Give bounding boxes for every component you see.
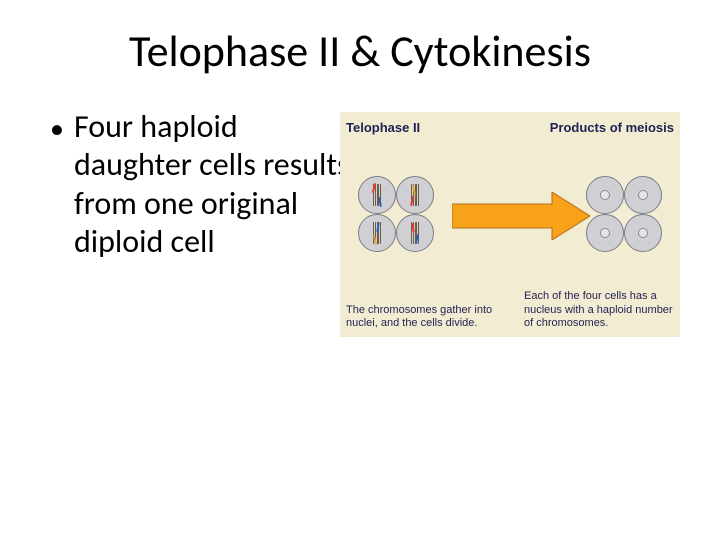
- nucleus-icon: [600, 190, 610, 200]
- caption-right: Each of the four cells has a nucleus wit…: [524, 290, 674, 331]
- nucleus-icon: [638, 190, 648, 200]
- nucleus-icon: [600, 228, 610, 238]
- cell: [396, 214, 434, 252]
- slide-title: Telophase II & Cytokinesis: [0, 0, 720, 78]
- cell: [396, 176, 434, 214]
- cell: [624, 176, 662, 214]
- caption-left: The chromosomes gather into nuclei, and …: [346, 304, 496, 332]
- cell: [624, 214, 662, 252]
- cell: [358, 214, 396, 252]
- label-products: Products of meiosis: [550, 120, 674, 135]
- bullet-item: • Four haploid daughter cells results fr…: [50, 108, 350, 262]
- cell: [586, 214, 624, 252]
- bullet-dot-icon: •: [50, 108, 64, 146]
- daughter-cells: [584, 174, 664, 254]
- content-area: • Four haploid daughter cells results fr…: [0, 78, 720, 337]
- label-telophase: Telophase II: [346, 120, 420, 135]
- arrow-icon: [452, 192, 590, 240]
- cell: [586, 176, 624, 214]
- meiosis-figure: Telophase II Products of meiosis: [340, 112, 680, 337]
- bullet-text: Four haploid daughter cells results from…: [74, 108, 350, 262]
- cell: [358, 176, 396, 214]
- nucleus-icon: [638, 228, 648, 238]
- telophase-cells: [356, 174, 436, 254]
